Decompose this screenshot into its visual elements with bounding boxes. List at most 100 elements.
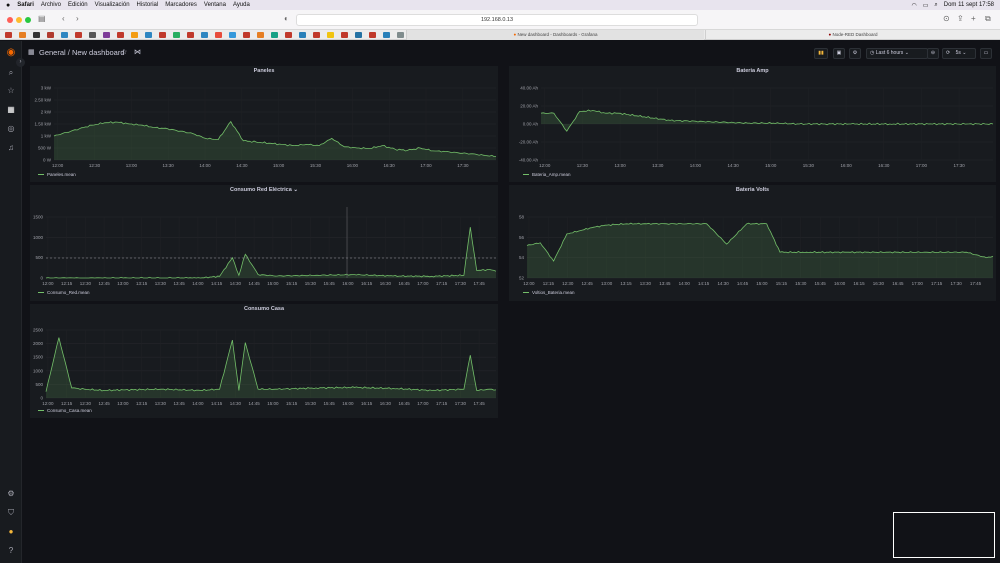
explore-icon[interactable]: ◎ (7, 124, 15, 133)
favorite-site-icon[interactable] (103, 32, 110, 38)
dashboards-icon[interactable]: ▦ (7, 105, 15, 114)
download-icon[interactable]: ⊙ (943, 14, 950, 23)
breadcrumb-root[interactable]: General (39, 48, 66, 57)
legend-consumo-casa[interactable]: Consumo_Casa.mean (38, 408, 92, 413)
avatar[interactable]: ● (8, 527, 14, 536)
favorite-site-icon[interactable] (313, 32, 320, 38)
x-tick-label: 17:15 (931, 281, 943, 286)
favorite-site-icon[interactable] (61, 32, 68, 38)
favorite-site-icon[interactable] (19, 32, 26, 38)
sidebar-toggle-icon[interactable]: ▤ (38, 14, 46, 23)
breadcrumb: General / New dashboard (39, 48, 125, 57)
minimize-window-button[interactable] (16, 17, 22, 23)
apple-menu-icon[interactable]: ● (6, 1, 11, 9)
share-icon[interactable]: ⇪ (957, 14, 964, 23)
alerting-icon[interactable]: ♫ (8, 143, 14, 152)
favorite-site-icon[interactable] (75, 32, 82, 38)
panel-bateria-volts[interactable]: Bateria Volts 58 56 54 52 12:00 12:15 12:30 12:… (509, 185, 996, 301)
favorite-site-icon[interactable] (243, 32, 250, 38)
favorite-site-icon[interactable] (117, 32, 124, 38)
tv-mode-button[interactable]: ▭ (980, 48, 992, 59)
menu-edicion[interactable]: Edición (67, 2, 88, 8)
starred-icon[interactable]: ☆ (7, 86, 15, 95)
favorite-site-icon[interactable] (5, 32, 12, 38)
favorite-site-icon[interactable] (285, 32, 292, 38)
favorite-site-icon[interactable] (271, 32, 278, 38)
forward-icon[interactable]: › (76, 14, 79, 23)
menu-safari[interactable]: Safari (17, 2, 34, 8)
panel-paneles[interactable]: Paneles 3 kW 2.50 kW 2 kW 1.50 kW 1 kW 500 W 0… (30, 66, 498, 182)
menu-ayuda[interactable]: Ayuda (232, 2, 250, 8)
menubar-clock[interactable]: Dom 11 sept 17:58 (943, 2, 994, 8)
legend-consumo-red[interactable]: Consumo_Red.mean (38, 290, 90, 295)
search-icon[interactable]: ⌕ (934, 1, 938, 8)
favorite-site-icon[interactable] (299, 32, 306, 38)
add-panel-button[interactable]: ▮▮ (814, 48, 828, 59)
favorite-site-icon[interactable] (355, 32, 362, 38)
close-window-button[interactable] (7, 17, 13, 23)
panel-title[interactable]: Bateria Volts (735, 187, 770, 193)
favorite-site-icon[interactable] (187, 32, 194, 38)
help-icon[interactable]: ? (8, 546, 14, 555)
legend-bateria-amp[interactable]: Bateria_Amp.mean (523, 172, 571, 177)
shield-icon[interactable]: ⛉ (8, 508, 14, 517)
menu-historial[interactable]: Historial (136, 2, 159, 8)
favorite-site-icon[interactable] (369, 32, 376, 38)
battery-icon[interactable]: ▭ (922, 2, 929, 9)
favorite-site-icon[interactable] (47, 32, 54, 38)
expand-menu-icon[interactable]: › (16, 58, 25, 67)
zoom-out-button[interactable]: ⊖ (927, 48, 939, 59)
zoom-window-button[interactable] (25, 17, 31, 23)
panel-consumo-casa[interactable]: Consumo Casa 2500 2000 1500 1000 500 0 12:00 12… (30, 304, 498, 418)
favorite-site-icon[interactable] (341, 32, 348, 38)
panel-title[interactable]: Bateria Amp (736, 68, 769, 74)
favorite-site-icon[interactable] (145, 32, 152, 38)
favorite-site-icon[interactable] (173, 32, 180, 38)
dashboard-settings-button[interactable]: ⚙ (849, 48, 861, 59)
screen-preview-thumbnail[interactable] (893, 512, 995, 558)
favorite-site-icon[interactable] (131, 32, 138, 38)
menu-marcadores[interactable]: Marcadores (165, 2, 197, 8)
favorite-site-icon[interactable] (383, 32, 390, 38)
favorite-site-icon[interactable] (327, 32, 334, 38)
legend-paneles[interactable]: Paneles.mean (38, 172, 76, 177)
search-icon[interactable]: ⌕ (8, 68, 14, 77)
panel-title[interactable]: Consumo Casa (243, 306, 285, 312)
panel-bateria-amp[interactable]: Bateria Amp 40.00 Ah 20.00 Ah 0.00 Ah -20.0… (509, 66, 996, 182)
tab-overview-icon[interactable]: ⧉ (985, 14, 991, 23)
grafana-logo-icon[interactable]: ◉ (6, 47, 16, 58)
favorite-site-icon[interactable] (159, 32, 166, 38)
panel-title[interactable]: Paneles (253, 68, 275, 74)
favorite-site-icon[interactable] (229, 32, 236, 38)
panel-consumo-red[interactable]: Consumo Red Eléctrica ⌄ 1500 1000 500 0 12:0… (30, 185, 498, 301)
menu-visualizacion[interactable]: Visualización (94, 2, 130, 8)
y-tick-label: 0 (40, 276, 43, 281)
favorite-site-icon[interactable] (89, 32, 96, 38)
favorite-site-icon[interactable] (397, 32, 404, 38)
time-picker-button[interactable]: ◷ Last 6 hours ⌄ (866, 48, 928, 59)
page-title[interactable]: New dashboard (71, 48, 125, 57)
wifi-icon[interactable]: ◠ (911, 2, 917, 9)
favorite-site-icon[interactable] (215, 32, 222, 38)
favorite-site-icon[interactable] (33, 32, 40, 38)
favorite-site-icon[interactable] (257, 32, 264, 38)
settings-icon[interactable]: ⚙ (7, 489, 15, 498)
legend-bateria-volts[interactable]: Voltios_Bateria.mean (523, 290, 575, 295)
address-bar[interactable]: 192.168.0.13 (296, 14, 698, 26)
privacy-shield-icon[interactable]: ◐ (284, 14, 289, 23)
tab-node-red[interactable]: ● Node-RED Dashboard (705, 30, 1000, 40)
star-icon[interactable]: ☆ (121, 49, 128, 56)
x-tick-label: 16:00 (347, 163, 359, 168)
x-tick-label: 14:30 (230, 401, 242, 406)
menu-archivo[interactable]: Archivo (40, 2, 61, 8)
refresh-button[interactable]: ⟳ 5s ⌄ (942, 48, 976, 59)
x-tick-label: 13:15 (136, 281, 148, 286)
menu-ventana[interactable]: Ventana (203, 2, 226, 8)
favorite-site-icon[interactable] (201, 32, 208, 38)
back-icon[interactable]: ‹ (62, 14, 65, 23)
tab-grafana[interactable]: ● New dashboard - Dashboards - Grafana (406, 30, 704, 40)
save-dashboard-button[interactable]: ▣ (833, 48, 845, 59)
panel-title[interactable]: Consumo Red Eléctrica ⌄ (30, 185, 498, 195)
share-icon[interactable]: ⋈ (134, 49, 141, 56)
new-tab-icon[interactable]: + (971, 14, 976, 23)
